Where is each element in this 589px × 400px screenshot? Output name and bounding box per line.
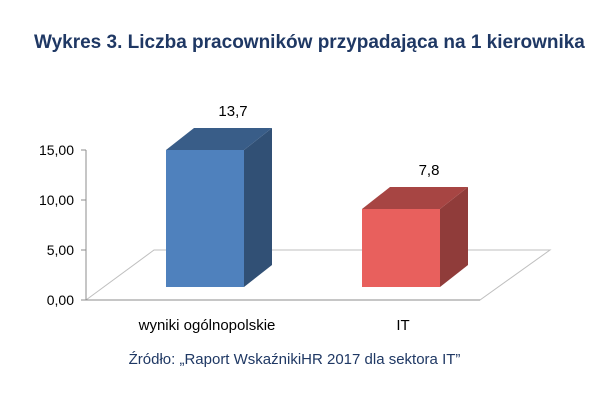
bar-top [166, 128, 272, 150]
bar-top [362, 187, 468, 209]
chart-floor-plane [84, 249, 552, 301]
chart-title: Wykres 3. Liczba pracowników przypadając… [34, 32, 585, 53]
data-label: 7,8 [419, 162, 440, 179]
bar-0 [166, 128, 272, 287]
source-note: Źródło: „Raport WskaźnikiHR 2017 dla sek… [128, 351, 461, 368]
y-tick-label: 15,00 [39, 142, 74, 158]
data-label: 13,7 [218, 103, 247, 120]
x-tick-label: IT [396, 317, 409, 334]
x-tick-label: wyniki ogólnopolskie [138, 317, 276, 334]
bar-side [244, 128, 272, 287]
bar-1 [362, 187, 468, 287]
y-tick-label: 0,00 [47, 292, 74, 308]
bar-front [166, 150, 244, 287]
chart-bars [166, 128, 468, 287]
y-tick-label: 10,00 [39, 192, 74, 208]
chart-labels: 13,7 wyniki ogólnopolskie 7,8 IT [138, 103, 440, 334]
y-tick-label: 5,00 [47, 242, 74, 258]
bar-side [440, 187, 468, 287]
chart-axes: 0,00 5,00 10,00 15,00 [39, 142, 480, 308]
chart-floor [84, 249, 552, 301]
bar-front [362, 209, 440, 287]
